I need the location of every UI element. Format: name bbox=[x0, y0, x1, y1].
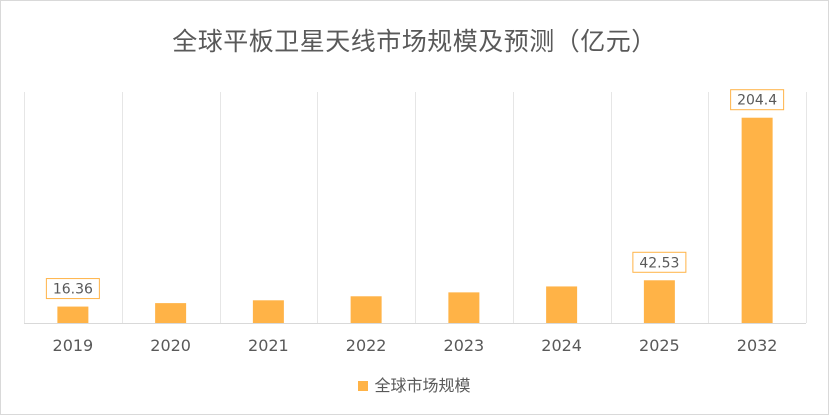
legend: 全球市场规模 bbox=[0, 372, 829, 396]
data-label: 204.4 bbox=[737, 93, 777, 109]
bar-2021 bbox=[252, 300, 284, 323]
x-tick-label: 2022 bbox=[346, 336, 387, 355]
data-label: 16.36 bbox=[53, 282, 93, 298]
data-label: 42.53 bbox=[639, 255, 679, 271]
data-label-box bbox=[730, 89, 785, 111]
x-tick-label: 2024 bbox=[541, 336, 582, 355]
x-tick-label: 2025 bbox=[639, 336, 680, 355]
bar-2024 bbox=[546, 286, 578, 323]
x-tick-label: 2019 bbox=[53, 336, 94, 355]
bar-2023 bbox=[448, 292, 480, 323]
data-label-box bbox=[632, 251, 687, 273]
x-tick-label: 2023 bbox=[444, 336, 485, 355]
x-tick-label: 2020 bbox=[150, 336, 191, 355]
bar-2025 bbox=[643, 280, 675, 323]
bar-2022 bbox=[350, 296, 382, 323]
bar-2019 bbox=[57, 306, 89, 323]
legend-label: 全球市场规模 bbox=[374, 376, 471, 395]
legend-swatch bbox=[358, 381, 369, 391]
bar-2032 bbox=[741, 117, 773, 323]
x-tick-label: 2021 bbox=[248, 336, 289, 355]
bar-2020 bbox=[155, 303, 187, 323]
x-tick-label: 2032 bbox=[737, 336, 778, 355]
data-label-box bbox=[45, 278, 100, 300]
chart-title: 全球平板卫星天线市场规模及预测（亿元） bbox=[172, 27, 657, 56]
